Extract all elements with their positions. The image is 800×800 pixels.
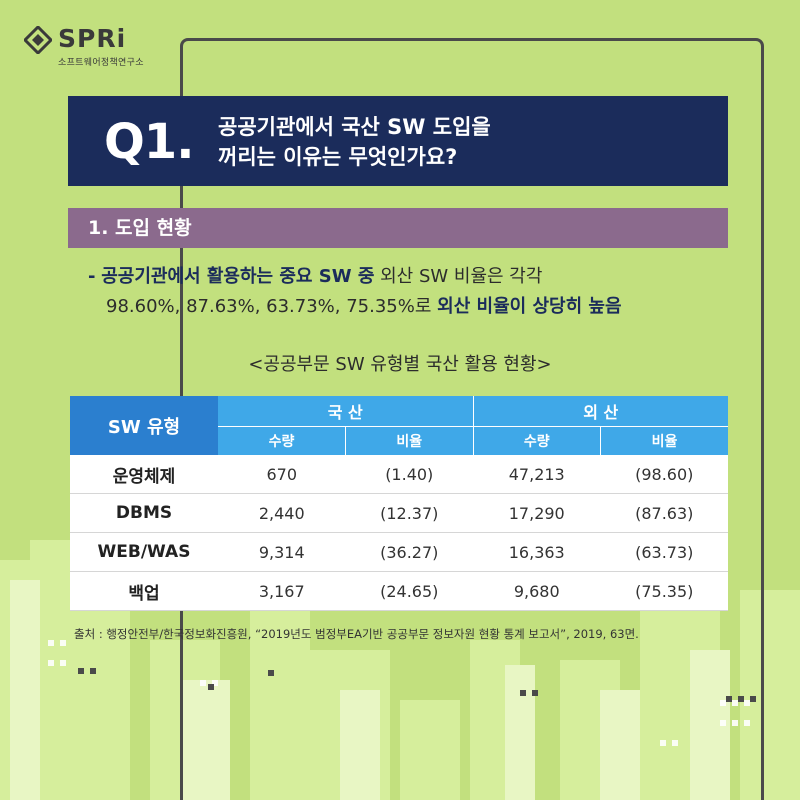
row-type: DBMS (70, 493, 218, 533)
cell-foreign-qty: 17,290 (473, 493, 601, 533)
table-row: 운영체제 670 (1.40) 47,213 (98.60) (70, 455, 728, 494)
logo-wordmark: SPRi (58, 24, 127, 53)
header-sw-type: SW 유형 (70, 396, 218, 455)
row-type: 백업 (70, 571, 218, 611)
spri-logo-mark-icon (24, 26, 52, 54)
cell-foreign-ratio: (63.73) (600, 532, 728, 572)
question-line-1: 공공기관에서 국산 SW 도입을 (218, 115, 491, 139)
bullet-text-2: 98.60%, 87.63%, 63.73%, 75.35%로 (106, 296, 438, 317)
spri-logo: SPRi 소프트웨어정책연구소 (24, 24, 154, 68)
header-domestic-qty: 수량 (218, 426, 346, 455)
row-type: 운영체제 (70, 455, 218, 494)
header-domestic-ratio: 비율 (345, 426, 473, 455)
cell-foreign-qty: 47,213 (473, 455, 601, 494)
bullet-bold-1: 공공기관에서 활용하는 중요 SW 중 (101, 266, 375, 287)
cell-domestic-qty: 2,440 (218, 493, 346, 533)
table-row: 백업 3,167 (24.65) 9,680 (75.35) (70, 571, 728, 611)
bullet-dash: - (88, 266, 96, 287)
section-bar: 1. 도입 현황 (68, 208, 728, 248)
cell-foreign-ratio: (98.60) (600, 455, 728, 494)
cell-domestic-ratio: (36.27) (345, 532, 473, 572)
section-title: 1. 도입 현황 (88, 217, 192, 239)
header-foreign-qty: 수량 (472, 426, 601, 455)
bullet-paragraph: - 공공기관에서 활용하는 중요 SW 중 외산 SW 비율은 각각 98.60… (88, 262, 728, 322)
bullet-line-2: 98.60%, 87.63%, 63.73%, 75.35%로 외산 비율이 상… (88, 292, 728, 322)
cell-domestic-ratio: (12.37) (345, 493, 473, 533)
question-number: Q1. (104, 114, 194, 170)
header-foreign: 외 산 (472, 396, 728, 427)
bullet-line-1: - 공공기관에서 활용하는 중요 SW 중 외산 SW 비율은 각각 (88, 262, 728, 292)
cell-domestic-qty: 3,167 (218, 571, 346, 611)
cell-foreign-ratio: (87.63) (600, 493, 728, 533)
question-line-2: 꺼리는 이유는 무엇인가요? (218, 145, 458, 169)
logo-subtitle: 소프트웨어정책연구소 (58, 58, 144, 68)
cell-foreign-ratio: (75.35) (600, 571, 728, 611)
cell-domestic-qty: 9,314 (218, 532, 346, 572)
question-text: 공공기관에서 국산 SW 도입을 꺼리는 이유는 무엇인가요? (218, 112, 491, 172)
source-note: 출처 : 행정안전부/한국정보화진흥원, “2019년도 범정부EA기반 공공부… (74, 627, 639, 641)
cell-foreign-qty: 9,680 (473, 571, 601, 611)
table-row: WEB/WAS 9,314 (36.27) 16,363 (63.73) (70, 532, 728, 572)
bullet-bold-2: 외산 비율이 상당히 높음 (437, 296, 622, 317)
sw-usage-table: SW 유형 국 산 외 산 수량 비율 수량 비율 운영체제 670 (1.40… (70, 396, 728, 611)
header-foreign-ratio: 비율 (600, 426, 728, 455)
row-type: WEB/WAS (70, 532, 218, 572)
table-title: <공공부문 SW 유형별 국산 활용 현황> (248, 354, 552, 375)
cell-domestic-ratio: (1.40) (345, 455, 473, 494)
header-domestic: 국 산 (218, 396, 473, 427)
cell-domestic-ratio: (24.65) (345, 571, 473, 611)
table-row: DBMS 2,440 (12.37) 17,290 (87.63) (70, 493, 728, 533)
cell-foreign-qty: 16,363 (473, 532, 601, 572)
question-box: Q1. 공공기관에서 국산 SW 도입을 꺼리는 이유는 무엇인가요? (68, 96, 728, 186)
cell-domestic-qty: 670 (218, 455, 346, 494)
bullet-text-1: 외산 SW 비율은 각각 (374, 266, 543, 287)
